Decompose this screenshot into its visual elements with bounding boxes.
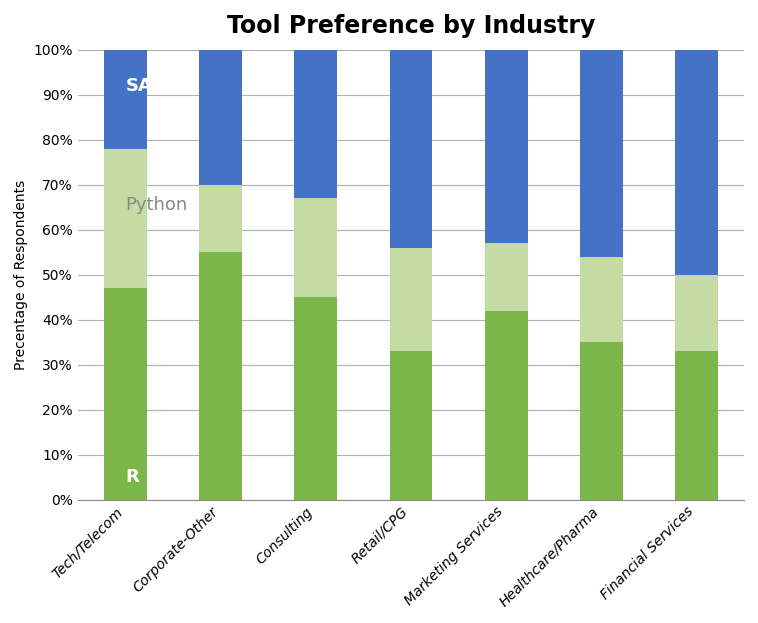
Bar bbox=[390, 50, 432, 247]
Title: Tool Preference by Industry: Tool Preference by Industry bbox=[227, 14, 595, 38]
Bar bbox=[390, 351, 432, 500]
Bar bbox=[390, 247, 432, 351]
Bar bbox=[580, 50, 623, 257]
Bar bbox=[199, 50, 242, 184]
Bar bbox=[484, 311, 528, 500]
Y-axis label: Precentage of Respondents: Precentage of Respondents bbox=[14, 179, 28, 369]
Bar bbox=[675, 351, 718, 500]
Bar bbox=[104, 50, 147, 148]
Bar bbox=[484, 50, 528, 243]
Bar bbox=[580, 257, 623, 342]
Bar bbox=[675, 50, 718, 275]
Bar bbox=[294, 198, 337, 297]
Text: Python: Python bbox=[125, 196, 188, 214]
Bar bbox=[580, 342, 623, 500]
Bar bbox=[199, 252, 242, 500]
Text: SAS: SAS bbox=[125, 77, 165, 95]
Bar bbox=[104, 288, 147, 500]
Bar bbox=[104, 148, 147, 288]
Bar bbox=[199, 184, 242, 252]
Bar bbox=[484, 243, 528, 311]
Text: R: R bbox=[125, 468, 139, 486]
Bar bbox=[294, 297, 337, 500]
Bar bbox=[675, 275, 718, 351]
Bar bbox=[294, 50, 337, 198]
